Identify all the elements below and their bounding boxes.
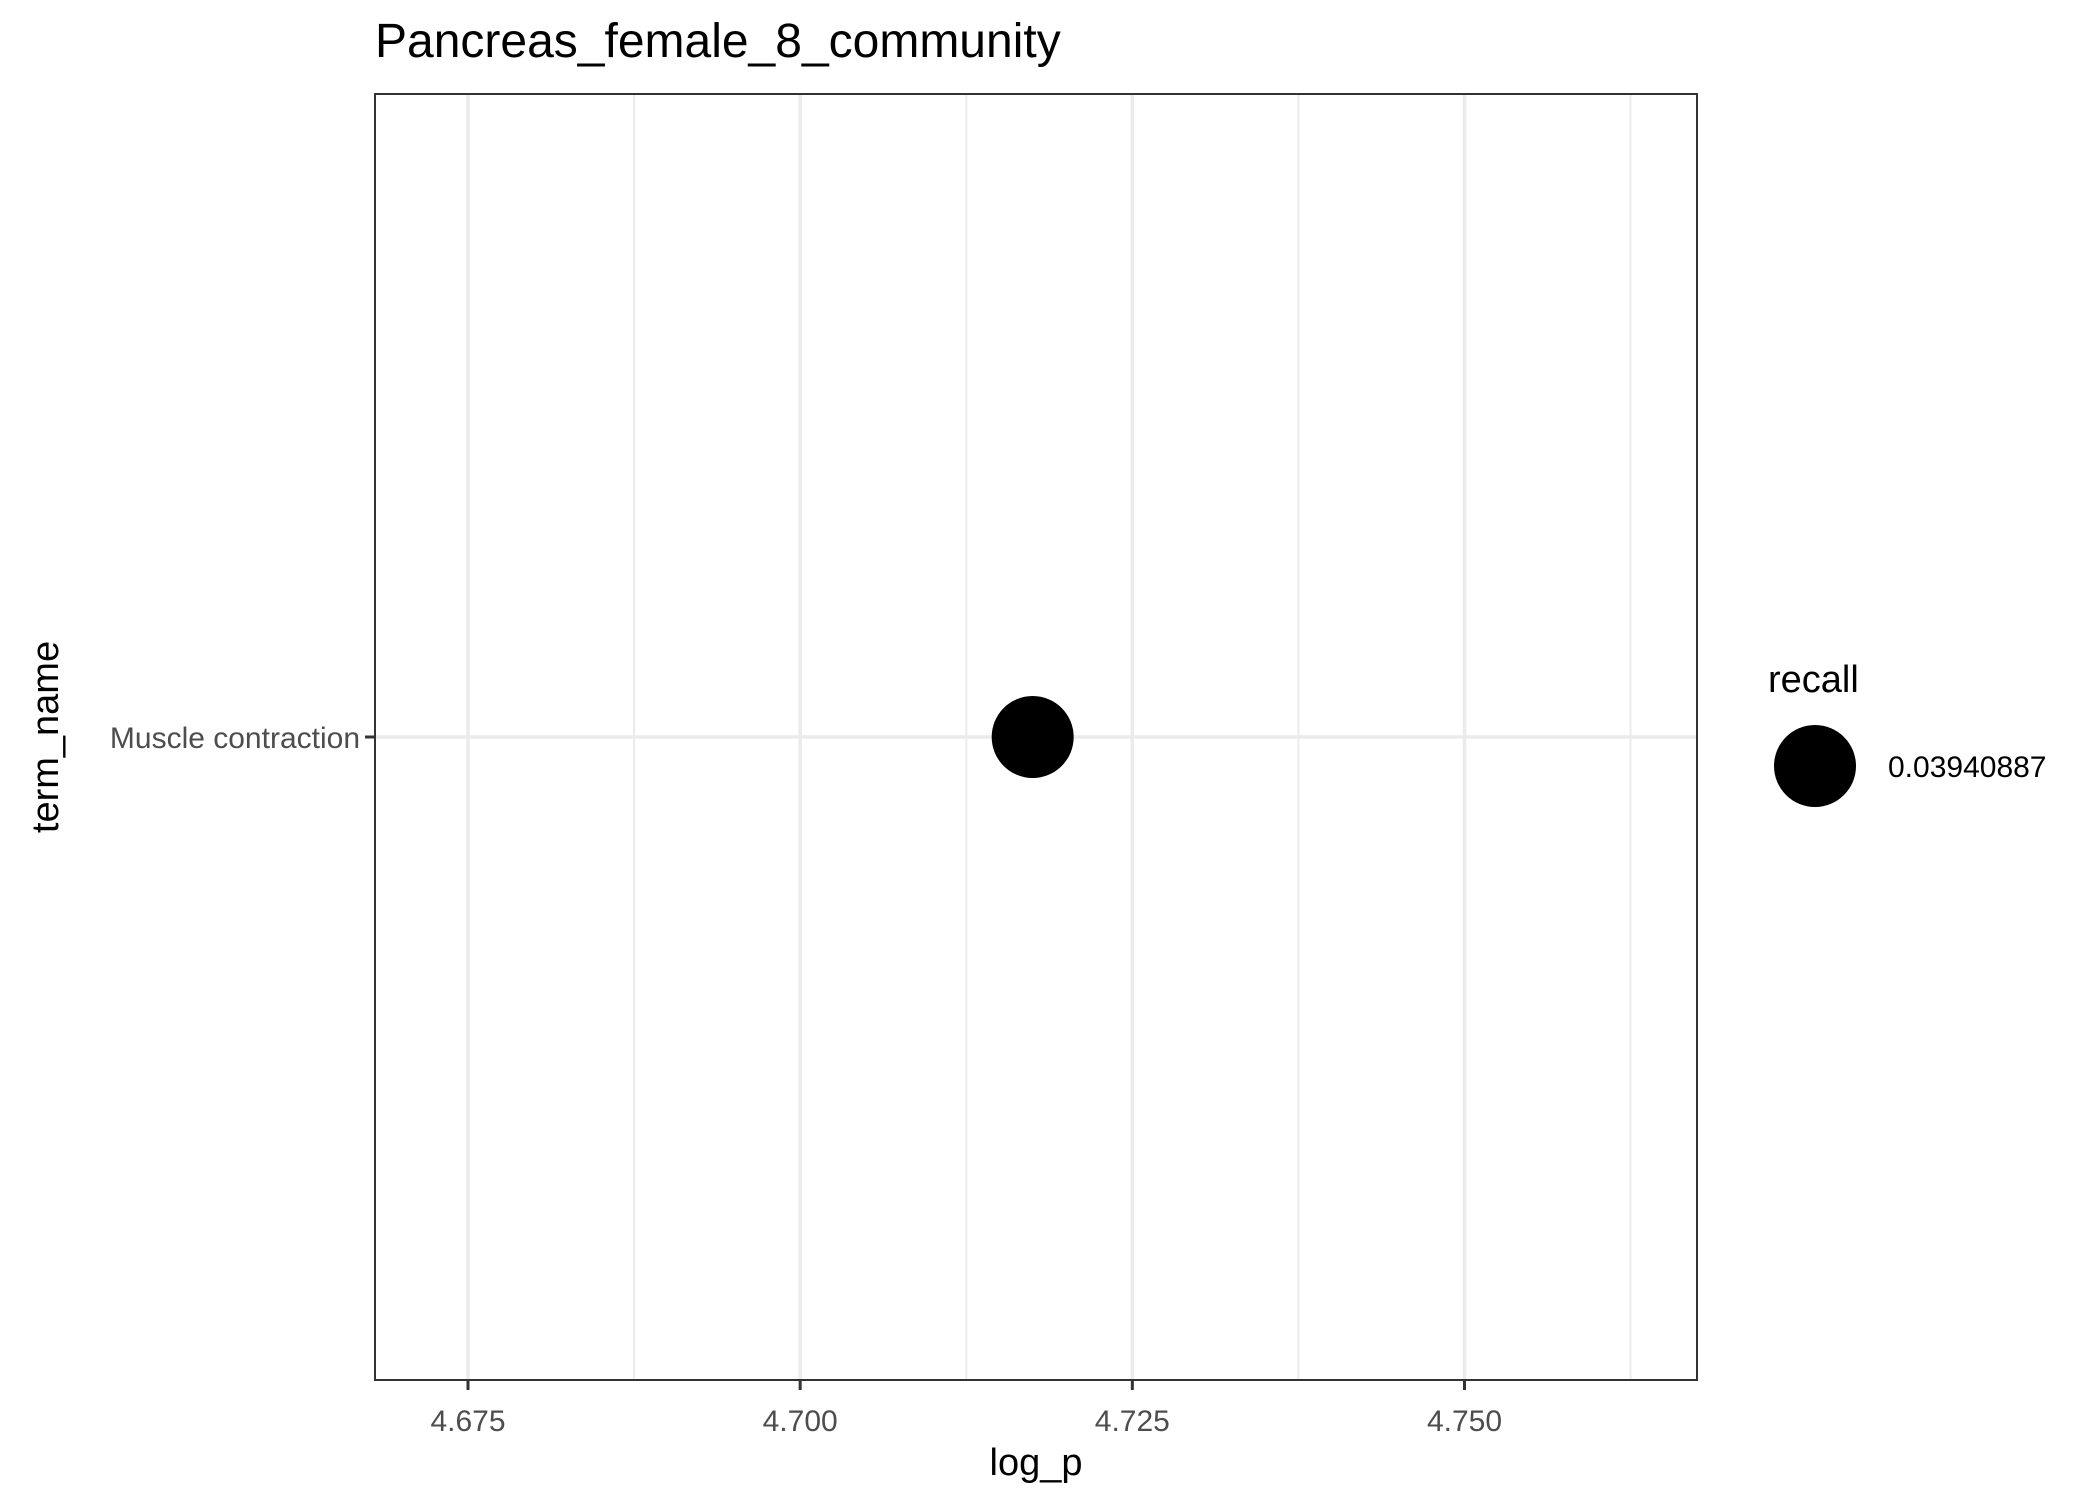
x-tick-label: 4.675 [430, 1405, 505, 1438]
legend-items: 0.03940887 [1774, 725, 2047, 807]
x-axis-title: log_p [990, 1442, 1083, 1484]
legend-key-point [1774, 725, 1856, 807]
x-tick-label: 4.750 [1427, 1405, 1502, 1438]
points-layer [991, 696, 1074, 778]
x-tick-label: 4.700 [763, 1405, 838, 1438]
x-axis: 4.675 4.700 4.725 4.750 [430, 1380, 1502, 1438]
data-point [991, 696, 1074, 778]
x-tick-label: 4.725 [1095, 1405, 1170, 1438]
y-axis-title: term_name [25, 641, 67, 833]
legend-label: 0.03940887 [1888, 751, 2047, 784]
legend: recall 0.03940887 [1768, 659, 2047, 807]
y-tick-label: Muscle contraction [110, 722, 360, 755]
legend-title: recall [1768, 659, 1859, 701]
y-axis: Muscle contraction [110, 722, 375, 755]
chart-title: Pancreas_female_8_community [375, 15, 1061, 68]
